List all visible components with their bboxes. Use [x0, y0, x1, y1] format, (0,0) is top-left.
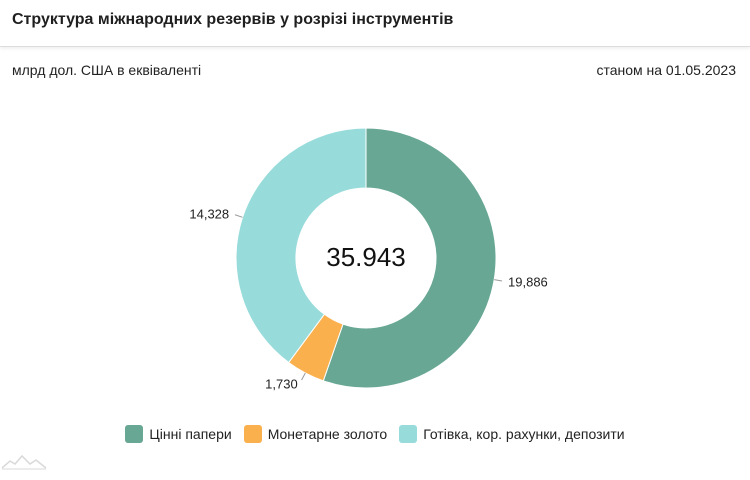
as-of-date: станом на 01.05.2023 [596, 62, 736, 78]
leader-line-securities [494, 279, 503, 282]
value-label-gold: 1,730 [265, 377, 298, 392]
mountain-logo-icon [1, 454, 47, 470]
value-label-securities: 19,886 [508, 275, 548, 290]
legend-item-securities[interactable]: Цінні папери [125, 425, 232, 443]
legend-label-gold: Монетарне золото [267, 426, 388, 442]
legend-swatch-cash-deposits [399, 425, 418, 443]
donut-slice-cash-deposits[interactable] [235, 127, 367, 364]
chart-header: Структура міжнародних резервів у розрізі… [0, 0, 750, 47]
donut-slice-securities[interactable] [322, 127, 497, 389]
legend-item-cash-deposits[interactable]: Готівка, кор. рахунки, депозити [399, 425, 625, 443]
value-label-cash-deposits: 14,328 [189, 207, 229, 222]
leader-line-gold [301, 372, 306, 381]
unit-label: млрд дол. США в еквіваленті [12, 62, 202, 78]
legend-swatch-securities [125, 425, 144, 443]
chart-legend: Цінні папери Монетарне золото Готівка, к… [0, 425, 750, 443]
legend-item-gold[interactable]: Монетарне золото [243, 425, 388, 443]
chart-title: Структура міжнародних резервів у розрізі… [12, 11, 454, 28]
donut-chart: 19,886 1,730 14,328 35.943 [189, 127, 548, 392]
legend-swatch-gold [243, 425, 262, 443]
center-total-label: 35.943 [326, 242, 406, 272]
legend-label-securities: Цінні папери [149, 426, 232, 442]
legend-label-cash-deposits: Готівка, кор. рахунки, депозити [423, 426, 625, 442]
leader-line-cash-deposits [234, 214, 243, 218]
